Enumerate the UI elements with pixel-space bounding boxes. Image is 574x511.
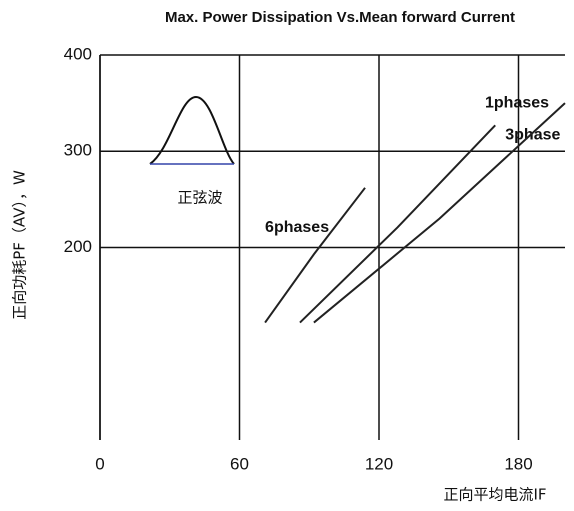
series-label: 3phase	[505, 126, 560, 143]
series-label: 6phases	[265, 219, 329, 236]
y-axis-label: 正向功耗PF（AV），W	[11, 170, 29, 320]
x-tick-label: 60	[230, 454, 249, 473]
annotation: 正弦波	[177, 189, 222, 207]
x-tick-label: 0	[95, 454, 104, 473]
y-tick-label: 300	[64, 141, 92, 160]
x-tick-label: 180	[504, 454, 532, 473]
x-tick-label: 120	[365, 454, 393, 473]
series-line	[264, 187, 366, 324]
sine-icon	[149, 95, 235, 165]
series-line	[313, 102, 566, 324]
y-tick-label: 400	[64, 44, 92, 63]
series-line	[299, 124, 496, 324]
y-tick-label: 200	[64, 237, 92, 256]
series-label: 1phases	[485, 94, 549, 111]
chart-title: Max. Power Dissipation Vs.Mean forward C…	[165, 9, 515, 26]
x-axis-label: 正向平均电流IF	[443, 486, 546, 504]
